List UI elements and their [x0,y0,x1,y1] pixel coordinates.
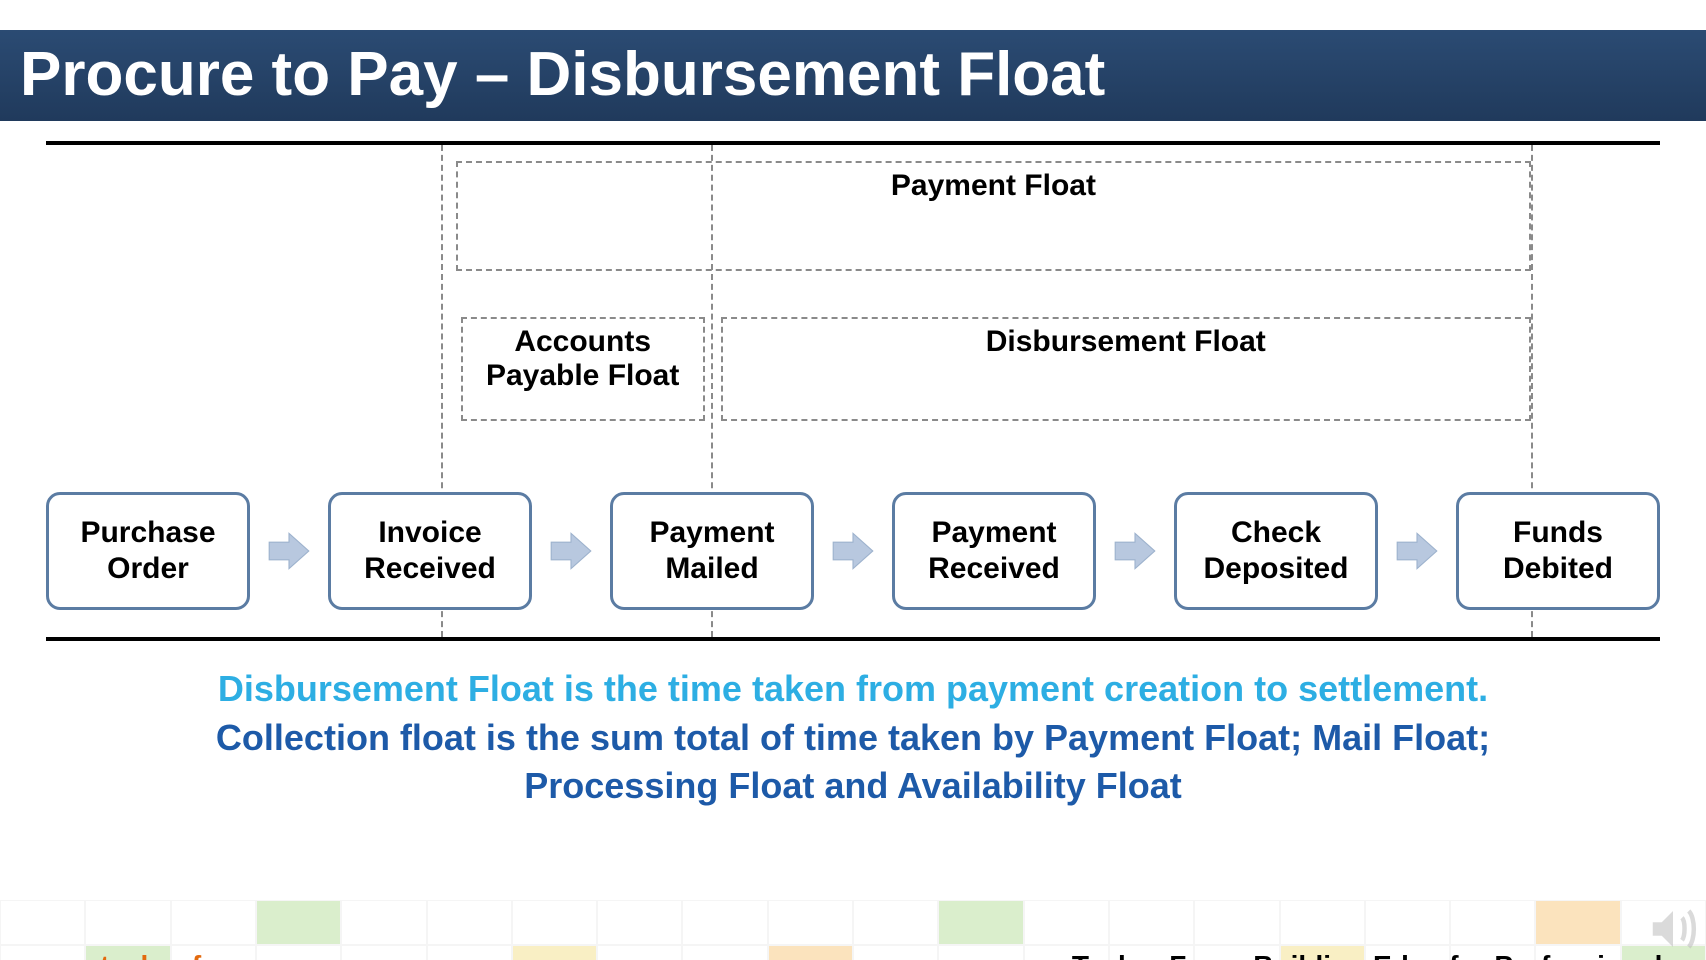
tile [1535,900,1620,945]
diagram: Payment Float Accounts Payable Float Dis… [46,141,1660,641]
tile [256,900,341,945]
arrow-icon [267,529,311,573]
label-disbursement-float: Disbursement Float [980,325,1272,359]
caption-line2a: Collection float is the sum total of tim… [80,714,1626,763]
tile [768,900,853,945]
arrow-icon [1113,529,1157,573]
bracket-payment-float: Payment Float [456,161,1531,271]
process-row: Purchase Order Invoice Received Payment Ma… [46,491,1660,611]
step-box: Purchase Order [46,492,250,610]
tile [597,900,682,945]
tile [85,900,170,945]
tile [1280,900,1365,945]
bracket-ap-float: Accounts Payable Float [461,317,705,421]
arrow-icon [831,529,875,573]
label-ap-float: Accounts Payable Float [463,325,703,393]
tile [1194,900,1279,945]
footer-tagline: TechnoFunc: Building Edge for Profession… [1072,950,1678,960]
step-box: Payment Mailed [610,492,814,610]
tile [1109,900,1194,945]
tile [0,900,85,945]
tile [938,900,1023,945]
tile [1365,900,1450,945]
tile [427,900,512,945]
caption-line1: Disbursement Float is the time taken fro… [80,665,1626,714]
tile [512,900,597,945]
label-payment-float: Payment Float [885,169,1102,203]
tile [853,900,938,945]
step-box: Funds Debited [1456,492,1660,610]
step-box: Payment Received [892,492,1096,610]
rule-top [46,141,1660,145]
step-box: Check Deposited [1174,492,1378,610]
arrow-icon [1395,529,1439,573]
page-title: Procure to Pay – Disbursement Float [0,30,1706,121]
tile [1024,900,1109,945]
tile [682,900,767,945]
bracket-disbursement-float: Disbursement Float [721,317,1531,421]
arrow-icon [549,529,593,573]
rule-bottom [46,637,1660,641]
speaker-icon [1646,902,1700,956]
tile [341,900,426,945]
footer: www.technofunc.com TechnoFunc: Building … [0,880,1706,960]
step-box: Invoice Received [328,492,532,610]
caption-line2b: Processing Float and Availability Float [80,762,1626,811]
tile [171,900,256,945]
footer-link[interactable]: www.technofunc.com [28,950,316,960]
caption: Disbursement Float is the time taken fro… [80,665,1626,811]
tile [1450,900,1535,945]
